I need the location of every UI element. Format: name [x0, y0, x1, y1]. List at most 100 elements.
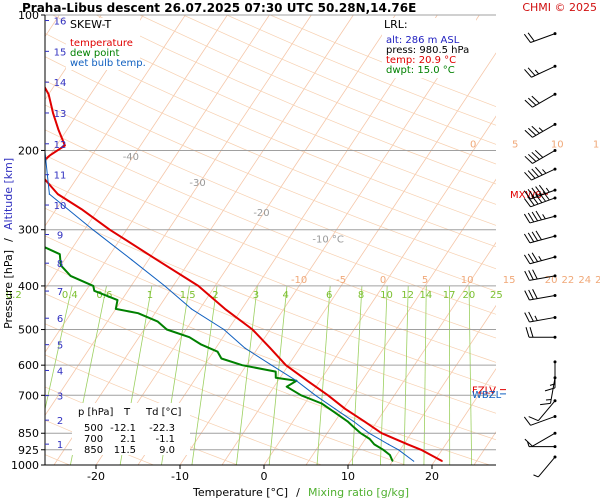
altitude-tick-label: 9 [57, 231, 63, 242]
lrl-temp: temp: 20.9 °C [386, 55, 456, 66]
wind-barb-feather [524, 99, 533, 108]
isotherm-label: 26 [595, 275, 600, 286]
isotherm-label: -10 [291, 275, 307, 286]
wind-barb-staff [532, 93, 556, 108]
wind-barb [523, 252, 557, 265]
series-point [116, 299, 119, 301]
wind-barb [544, 360, 557, 392]
mixing-ratio-line [423, 285, 427, 465]
wind-barb-station [553, 315, 557, 319]
series-point [251, 328, 254, 331]
x-tick-label: -20 [87, 470, 105, 483]
series-point [397, 449, 400, 451]
wind-barb-feather [531, 252, 539, 262]
wind-barb-station [553, 32, 557, 36]
wind-barb-feather [538, 192, 547, 202]
wind-barb-feather [528, 153, 537, 162]
chart-title: Praha-Libus descent 26.07.2025 07:30 UTC… [22, 1, 416, 15]
isotherm-label: 15 [593, 139, 600, 150]
wind-barb-station [553, 167, 557, 171]
wind-barb-feather [523, 233, 531, 244]
mixing-ratio-line [351, 285, 363, 465]
x-tick-label: -10 [171, 470, 189, 483]
series-point [188, 336, 190, 338]
isotherm-line [45, 15, 144, 164]
mixing-ratio-line [468, 285, 473, 465]
wind-barb-feather [527, 188, 535, 198]
mixing-ratio-label: 17 [443, 290, 456, 301]
plot-area [45, 15, 496, 465]
wind-barb [524, 311, 557, 323]
level-marker-label: MXWS [510, 190, 542, 201]
wind-barb-station [553, 399, 557, 403]
wind-barb-feather [531, 168, 540, 178]
wind-barb-feather [524, 270, 530, 281]
pressure-tick-label: 850 [18, 427, 39, 440]
wind-barb-half-feather [545, 187, 550, 193]
mixing-ratio-label: 8 [358, 290, 364, 301]
series-point [352, 425, 354, 427]
series-point [52, 112, 54, 114]
isotherm-label: 15 [503, 275, 516, 286]
wind-barb-feather [528, 97, 537, 106]
mixing-ratio-label: 14 [419, 290, 432, 301]
altitude-tick-label: 7 [57, 287, 63, 298]
wind-barb-staff [529, 256, 556, 265]
table-cell: 9.0 [159, 445, 175, 456]
dry-adiabat-line [45, 154, 496, 339]
series-point [334, 408, 336, 410]
wind-barb-station [553, 445, 557, 449]
wind-barb-feather [535, 194, 543, 204]
isotherm-line [179, 15, 480, 465]
series-point [64, 144, 66, 147]
wind-barb-feather [535, 230, 542, 240]
mixing-ratio-label: 25 [490, 290, 503, 301]
series-point [244, 347, 246, 349]
series-point [40, 94, 41, 95]
series-point [241, 364, 243, 366]
series-point [327, 394, 329, 396]
series-point [59, 253, 61, 255]
table-header-t: T [123, 407, 131, 418]
series-point [314, 394, 316, 396]
isotherm-line [389, 304, 496, 465]
series-point [321, 402, 323, 405]
table-cell: 850 [84, 445, 103, 456]
series-point [131, 259, 133, 261]
series-point [43, 177, 44, 178]
dry-adiabat-line [45, 104, 496, 292]
y-axis-label-altitude: Altitude [km] [2, 158, 15, 230]
wind-barb-feather [524, 438, 533, 447]
series-point [164, 285, 166, 287]
wind-barb-staff [549, 377, 556, 404]
dry-adiabat-line [45, 129, 496, 315]
isotherm-label: 24 [578, 275, 591, 286]
profile-series [40, 85, 443, 462]
wind-barb-feather [531, 151, 540, 160]
altitude-tick-label: 8 [57, 259, 63, 270]
wind-barb [540, 376, 557, 406]
wind-barb [533, 455, 557, 478]
series-point [295, 380, 298, 382]
table-cell: -12.1 [110, 423, 136, 434]
altitude-tick-label: 11 [54, 171, 67, 182]
dry-adiabat-label: -30 [189, 178, 205, 189]
wind-barb-feather [528, 127, 537, 136]
wind-barb-feather [531, 187, 539, 197]
wind-barb-feather [523, 33, 531, 43]
wind-barb-feather [532, 289, 538, 299]
series-point [275, 371, 277, 373]
wind-barb [523, 191, 557, 208]
series-point [344, 408, 346, 410]
mixing-ratio-line [191, 285, 218, 465]
pressure-tick-label: 100 [18, 9, 39, 22]
wind-barb-staff [532, 432, 556, 447]
dry-adiabat-line [52, 15, 496, 205]
y-axis-label-pressure: Pressure [hPa] [2, 250, 15, 329]
isotherm-lines [45, 15, 496, 465]
isotherm-line [45, 15, 312, 417]
wind-barb-staff [530, 189, 556, 200]
wind-barb-station [553, 376, 557, 380]
wind-barb [523, 230, 557, 244]
